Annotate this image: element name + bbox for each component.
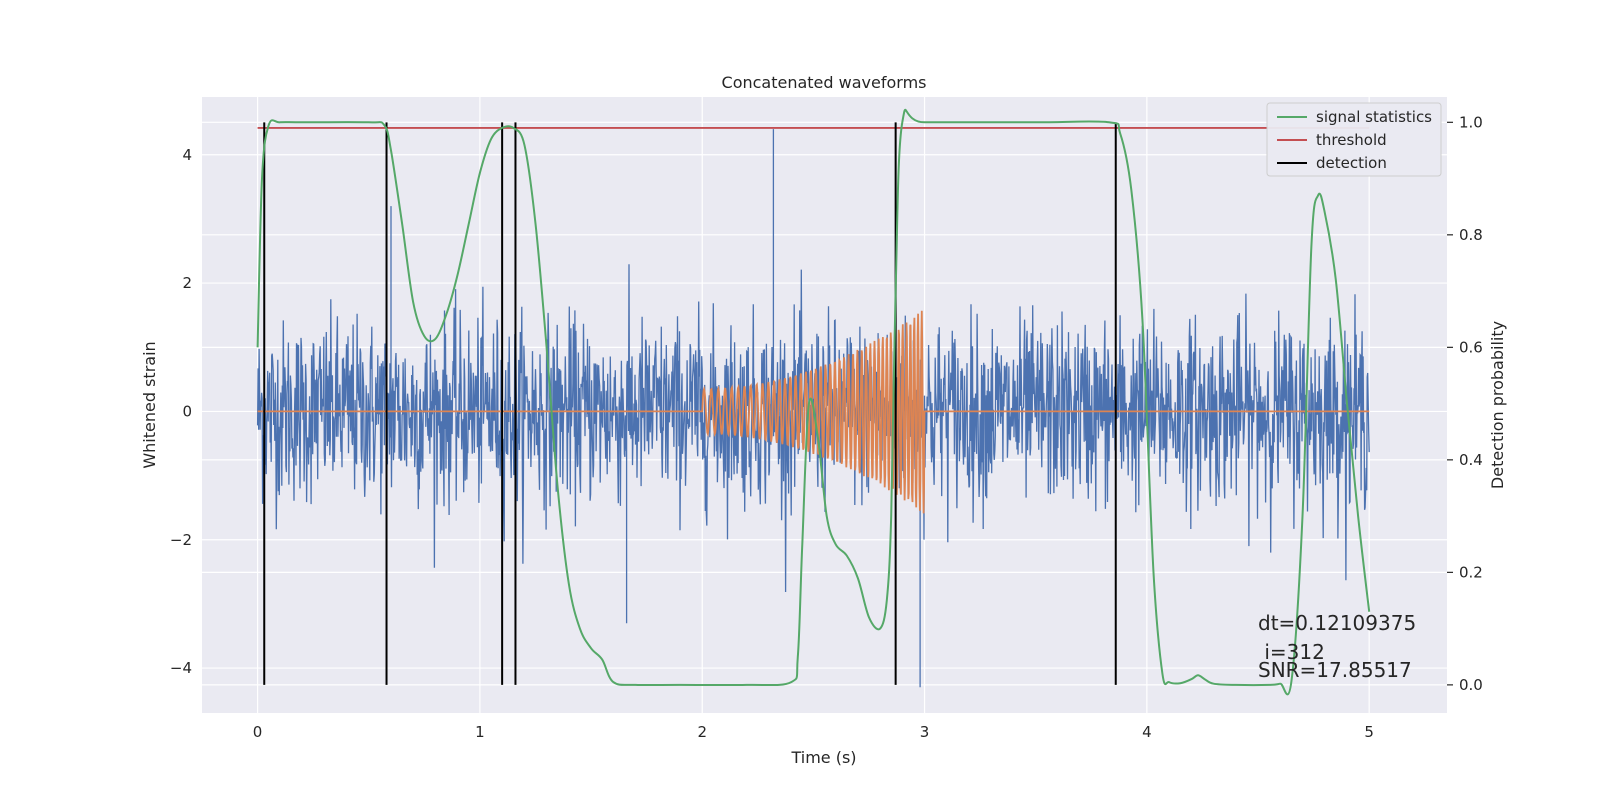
tick-layer: 0 1 2 3 4 5 −4 −2 0 2 4 0.0 0.2 0.4 0.6 0.8 1.0	[170, 113, 1483, 741]
y-axis-label-right: Detection probability	[1488, 321, 1507, 489]
y-right-tick-label-2: 0.4	[1459, 451, 1483, 469]
series-chirp	[257, 310, 1370, 514]
legend-label-signal-statistics: signal statistics	[1316, 108, 1432, 126]
y-right-tick-label-4: 0.8	[1459, 226, 1483, 244]
x-tick-label-0: 0	[253, 723, 263, 741]
legend-box	[1266, 102, 1442, 177]
y-right-tick-label-5: 1.0	[1459, 113, 1483, 131]
x-axis-label: Time (s)	[790, 748, 856, 767]
x-tick-label-5: 5	[1364, 723, 1374, 741]
series-signal-statistics	[256, 108, 1371, 696]
y-left-tick-label-4: 4	[182, 146, 192, 164]
x-tick-label-4: 4	[1142, 723, 1152, 741]
legend: signal statistics threshold detection	[1266, 102, 1442, 177]
y-left-tick-label-2: 0	[182, 402, 192, 420]
annotation-i: i=312	[1258, 640, 1325, 664]
clipped-data	[256, 108, 1371, 696]
y-right-tick-label-1: 0.2	[1459, 563, 1483, 581]
annotation-snr: SNR=17.85517	[1258, 658, 1412, 682]
chart-title: Concatenated waveforms	[722, 73, 927, 92]
y-left-tick-label-0: −4	[170, 659, 192, 677]
y-right-tick-label-3: 0.6	[1459, 338, 1483, 356]
y-left-tick-label-3: 2	[182, 274, 192, 292]
legend-label-detection: detection	[1316, 154, 1387, 172]
y-right-tick-label-0: 0.0	[1459, 676, 1483, 694]
x-tick-label-2: 2	[697, 723, 707, 741]
series-noise	[256, 129, 1370, 688]
x-tick-label-3: 3	[920, 723, 930, 741]
y-left-tick-label-1: −2	[170, 531, 192, 549]
annotation-dt: dt=0.12109375	[1258, 611, 1416, 635]
data-layer	[256, 108, 1371, 696]
x-tick-label-1: 1	[475, 723, 485, 741]
legend-label-threshold: threshold	[1316, 131, 1387, 149]
y-axis-label-left: Whitened strain	[140, 341, 159, 468]
